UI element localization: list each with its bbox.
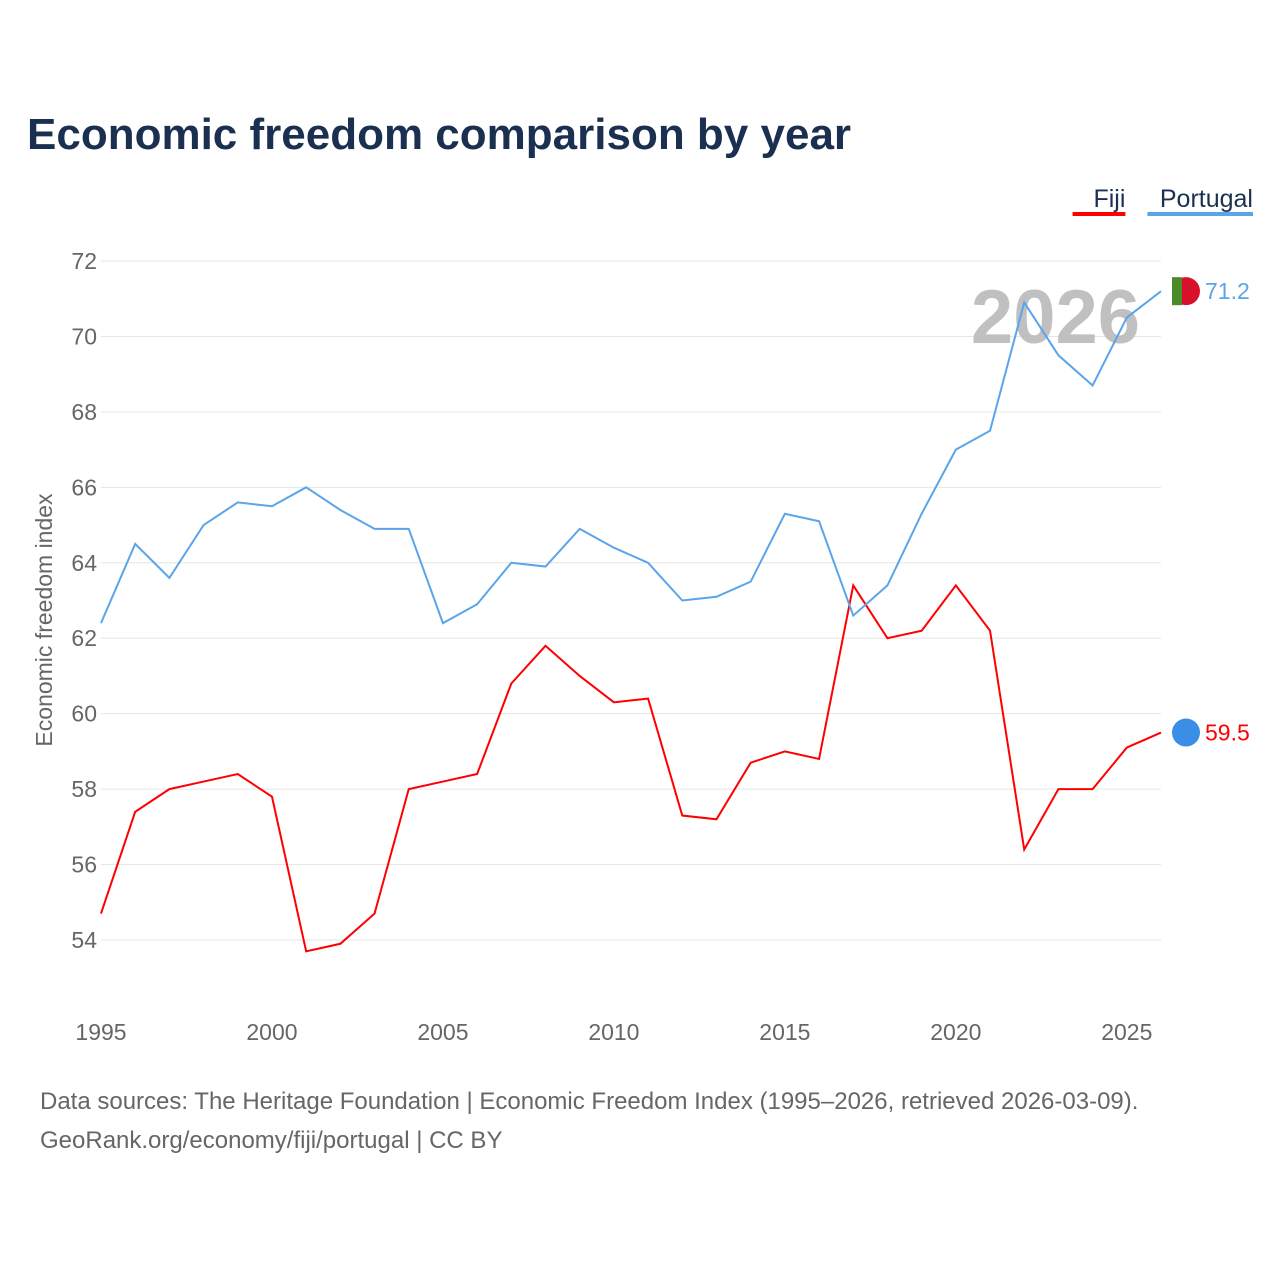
y-tick-label: 72 — [71, 248, 97, 274]
y-tick-label: 56 — [71, 852, 97, 878]
y-tick-label: 64 — [71, 550, 97, 576]
x-tick-label: 2000 — [246, 1019, 297, 1045]
x-tick-label: 1995 — [75, 1019, 126, 1045]
legend-label-fiji: Fiji — [1093, 185, 1125, 213]
flag-icon-fiji — [1172, 718, 1200, 747]
y-axis-label: Economic freedom index — [31, 493, 57, 747]
x-tick-label: 2010 — [588, 1019, 639, 1045]
legend-swatch-portugal — [1147, 212, 1253, 216]
legend-swatch-fiji — [1072, 212, 1126, 216]
y-tick-label: 60 — [71, 701, 97, 727]
y-tick-label: 68 — [71, 399, 97, 425]
series-line-fiji — [100, 582, 1162, 953]
legend-label-portugal: Portugal — [1160, 185, 1253, 213]
x-tick-label: 2020 — [930, 1019, 981, 1045]
y-tick-label: 54 — [71, 927, 97, 953]
chart-title: Economic freedom comparison by year — [27, 110, 852, 159]
y-tick-label: 62 — [71, 625, 97, 651]
source-link[interactable]: GeoRank.org/economy/fiji/portugal | CC B… — [40, 1127, 503, 1154]
series-line-portugal — [100, 290, 1162, 625]
y-tick-label: 66 — [71, 474, 97, 500]
x-tick-label: 2015 — [759, 1019, 810, 1045]
x-tick-label: 2005 — [417, 1019, 468, 1045]
source-note: Data sources: The Heritage Foundation | … — [40, 1088, 1139, 1115]
x-tick-label: 2025 — [1101, 1019, 1152, 1045]
year-watermark: 2026 — [971, 275, 1140, 360]
end-value-label-portugal: 71.2 — [1205, 278, 1250, 304]
end-value-label-fiji: 59.5 — [1205, 720, 1250, 746]
y-tick-label: 70 — [71, 323, 97, 349]
flag-icon-portugal-green — [1172, 277, 1182, 306]
y-tick-label: 58 — [71, 776, 97, 802]
